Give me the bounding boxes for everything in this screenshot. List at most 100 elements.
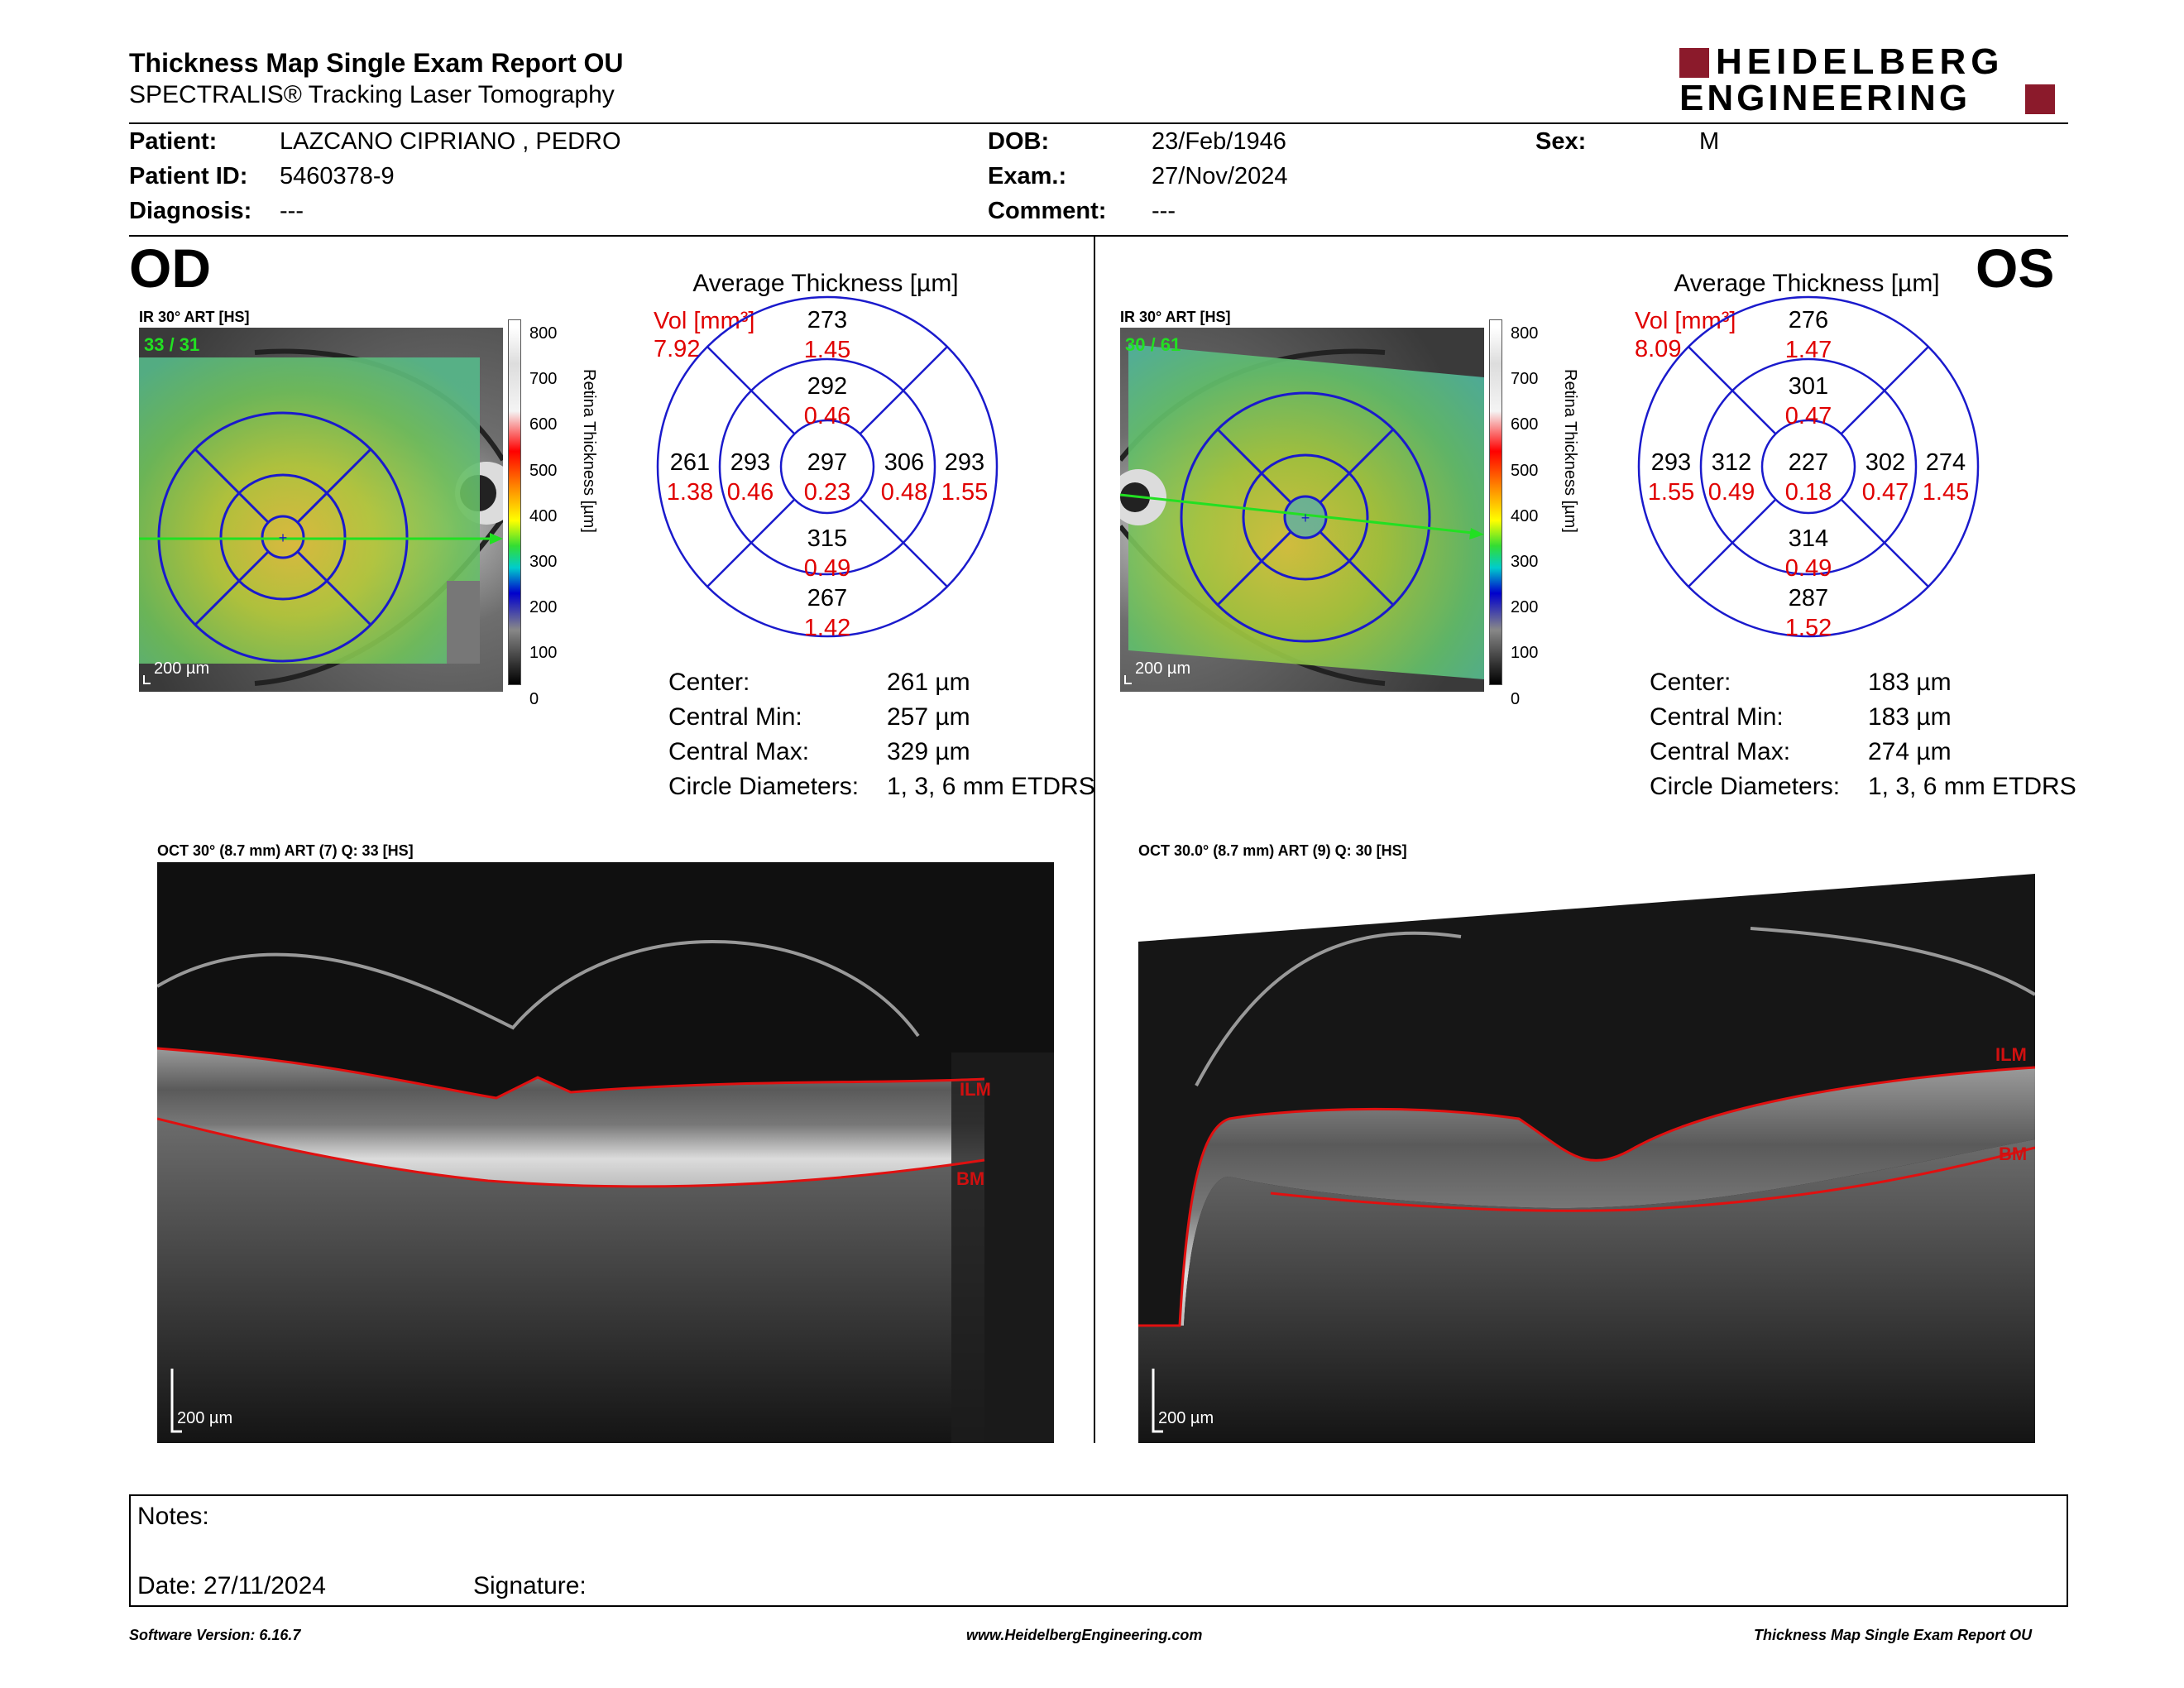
od-oct-scale: 200 µm: [177, 1409, 232, 1427]
eye-label-os: OS: [1976, 237, 2055, 299]
od-thickness-map: + 33 / 31 200 µm: [139, 328, 503, 692]
os-vol-value: 8.09: [1635, 336, 1682, 362]
exam-date: 27/Nov/2024: [1152, 163, 1288, 189]
os-avg-title: Average Thickness [µm]: [1674, 270, 1940, 297]
eye-divider: [1094, 237, 1095, 1443]
od-ilm-label: ILM: [960, 1079, 991, 1100]
od-inner-inferior-thickness: 315: [807, 525, 847, 552]
os-inner-left-thickness: 312: [1712, 449, 1751, 476]
comment-label: Comment:: [988, 198, 1107, 224]
notes-date: Date: 27/11/2024: [137, 1572, 326, 1599]
od-max-value: 329 µm: [887, 738, 970, 765]
comment-value: ---: [1152, 198, 1176, 224]
os-oct-label: OCT 30.0° (8.7 mm) ART (9) Q: 30 [HS]: [1138, 842, 1407, 859]
od-outer-left-thickness: 261: [670, 449, 710, 476]
os-max-value: 274 µm: [1868, 738, 1952, 765]
od-center-thickness: 297: [807, 449, 847, 476]
signature-label: Signature:: [473, 1572, 587, 1599]
od-center-label: Center:: [668, 669, 750, 696]
notes-box[interactable]: Notes: Date: 27/11/2024 Signature:: [129, 1494, 2068, 1607]
os-inner-superior-volume: 0.47: [1785, 403, 1832, 429]
od-outer-inferior-volume: 1.42: [804, 615, 850, 640]
os-thickness-map: + 30 / 61 200 µm: [1120, 328, 1484, 692]
os-inner-left-volume: 0.49: [1708, 479, 1755, 506]
patient-id: 5460378-9: [280, 163, 395, 189]
od-outer-left-volume: 1.38: [667, 479, 713, 506]
od-min-value: 257 µm: [887, 703, 970, 731]
od-outer-right-thickness: 293: [945, 449, 984, 476]
od-outer-superior-thickness: 273: [807, 307, 847, 333]
os-oct-bscan: ILM BM 200 µm: [1138, 862, 2035, 1443]
eye-label-od: OD: [129, 237, 211, 299]
footer-report-name: Thickness Map Single Exam Report OU: [1754, 1627, 2033, 1643]
od-outer-superior-volume: 1.45: [804, 337, 850, 363]
os-vol-label: Vol [mm³]: [1635, 308, 1736, 334]
od-ir-overlay: 33 / 31: [144, 334, 199, 355]
od-avg-title: Average Thickness [µm]: [692, 270, 959, 297]
od-center-value: 261 µm: [887, 669, 970, 696]
os-ilm-label: ILM: [1995, 1044, 2027, 1065]
dob-value: 23/Feb/1946: [1152, 128, 1286, 155]
od-inner-superior-volume: 0.46: [804, 403, 850, 429]
exam-label: Exam.:: [988, 163, 1067, 189]
os-inner-inferior-volume: 0.49: [1785, 555, 1832, 582]
od-outer-inferior-thickness: 267: [807, 585, 847, 611]
os-inner-right-volume: 0.47: [1862, 479, 1909, 506]
os-center-value: 183 µm: [1868, 669, 1952, 696]
od-min-label: Central Min:: [668, 703, 802, 731]
diagnosis-value: ---: [280, 198, 304, 224]
od-ir-label: IR 30° ART [HS]: [139, 309, 250, 325]
od-inner-inferior-volume: 0.49: [804, 555, 850, 582]
patient-name: LAZCANO CIPRIANO , PEDRO: [280, 128, 621, 155]
os-min-value: 183 µm: [1868, 703, 1952, 731]
report-subtitle: SPECTRALIS® Tracking Laser Tomography: [129, 81, 615, 108]
os-outer-inferior-thickness: 287: [1789, 585, 1828, 611]
os-max-label: Central Max:: [1650, 738, 1791, 765]
dob-label: DOB:: [988, 128, 1050, 155]
od-etdrs-grid: 273 1.45 292 0.46 297 0.23 293 0.46 306 …: [656, 295, 999, 640]
os-outer-right-thickness: 274: [1926, 449, 1966, 476]
os-colorbar-title: Retina Thickness [µm]: [1561, 369, 1579, 533]
od-vol-value: 7.92: [654, 336, 701, 362]
os-center-label: Center:: [1650, 669, 1731, 696]
od-oct-bscan: ILM BM 200 µm: [157, 862, 1054, 1443]
os-outer-superior-volume: 1.47: [1785, 337, 1832, 363]
od-oct-label: OCT 30° (8.7 mm) ART (7) Q: 33 [HS]: [157, 842, 414, 859]
os-colorbar-ticks: 800 700 600 500 400 300 200 100 0: [1511, 324, 1539, 708]
svg-text:+: +: [1301, 510, 1310, 526]
footer-software-version: Software Version: 6.16.7: [129, 1627, 301, 1643]
od-inner-right-thickness: 306: [884, 449, 924, 476]
od-center-volume: 0.23: [804, 479, 850, 506]
os-circle-value: 1, 3, 6 mm ETDRS: [1868, 773, 2076, 800]
report-title: Thickness Map Single Exam Report OU: [129, 48, 624, 78]
od-outer-right-volume: 1.55: [941, 479, 988, 506]
od-colorbar-ticks: 800 700 600 500 400 300 200 100 0: [529, 324, 558, 708]
os-outer-inferior-volume: 1.52: [1785, 615, 1832, 640]
os-inner-superior-thickness: 301: [1789, 373, 1828, 400]
sex-label: Sex:: [1535, 128, 1587, 155]
os-oct-scale: 200 µm: [1158, 1409, 1214, 1427]
od-circle-label: Circle Diameters:: [668, 773, 860, 800]
od-vol-label: Vol [mm³]: [654, 308, 755, 334]
od-colorbar: 800 700 600 500 400 300 200 100 0 Retina Thickne…: [508, 319, 599, 708]
svg-text:+: +: [279, 530, 288, 546]
od-inner-right-volume: 0.48: [881, 479, 927, 506]
patient-label: Patient:: [129, 128, 218, 155]
os-min-label: Central Min:: [1650, 703, 1784, 731]
os-center-volume: 0.18: [1785, 479, 1832, 506]
od-inner-left-volume: 0.46: [727, 479, 774, 506]
os-inner-right-thickness: 302: [1866, 449, 1905, 476]
od-circle-value: 1, 3, 6 mm ETDRS: [887, 773, 1095, 800]
patient-id-label: Patient ID:: [129, 163, 248, 189]
od-inner-superior-thickness: 292: [807, 373, 847, 400]
os-colorbar: 800 700 600 500 400 300 200 100 0 Retina Thickne…: [1489, 319, 1580, 708]
os-center-thickness: 227: [1789, 449, 1828, 476]
os-outer-left-volume: 1.55: [1648, 479, 1694, 506]
od-bm-label: BM: [956, 1168, 984, 1189]
sex-value: M: [1699, 128, 1720, 155]
os-outer-right-volume: 1.45: [1923, 479, 1969, 506]
os-ir-overlay: 30 / 61: [1125, 334, 1181, 355]
os-inner-inferior-thickness: 314: [1789, 525, 1828, 552]
od-inner-left-thickness: 293: [730, 449, 770, 476]
os-outer-superior-thickness: 276: [1789, 307, 1828, 333]
